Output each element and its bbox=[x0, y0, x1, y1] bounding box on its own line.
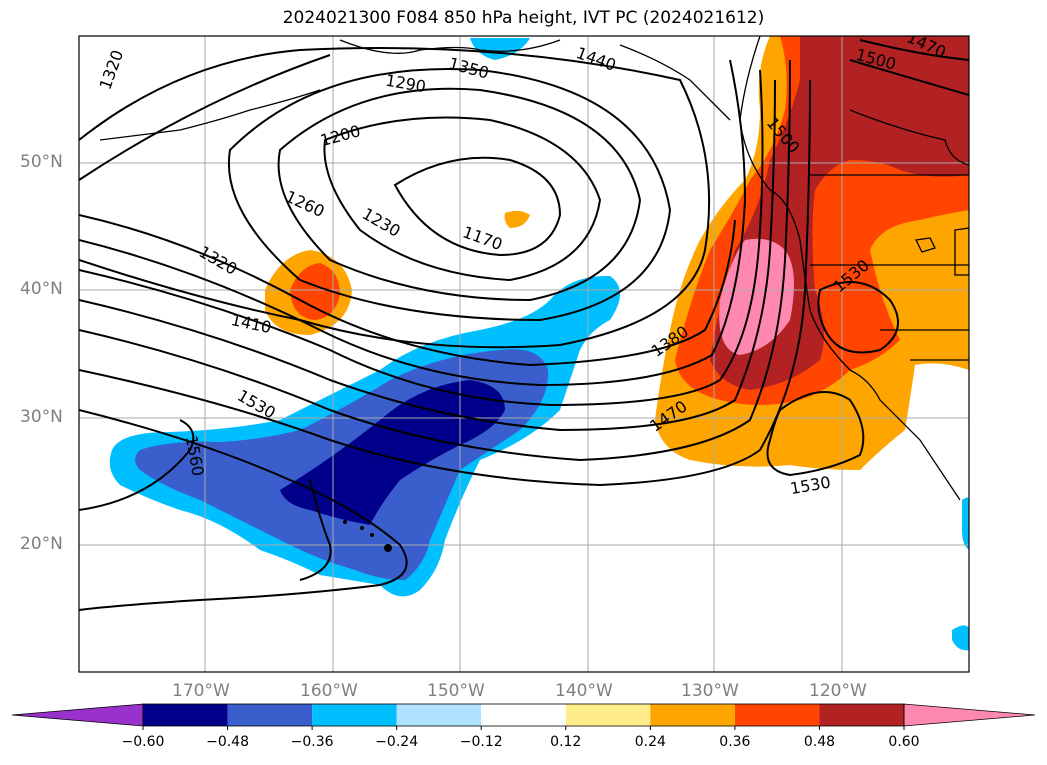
colorbar-tick-label: −0.12 bbox=[459, 734, 503, 750]
lon-label: 140°W bbox=[555, 681, 613, 701]
ivt-negative-blob-e bbox=[952, 625, 969, 651]
colorbar-segment bbox=[819, 704, 904, 726]
colorbar-extend-min bbox=[11, 703, 144, 727]
lon-label: 150°W bbox=[427, 681, 485, 701]
colorbar-segment bbox=[396, 704, 482, 726]
colorbar-segment bbox=[650, 704, 735, 726]
lon-label: 160°W bbox=[300, 681, 358, 701]
colorbar-segment bbox=[312, 704, 397, 726]
colorbar-segment bbox=[227, 704, 313, 726]
colorbar-tick-label: −0.36 bbox=[290, 734, 334, 750]
contour-label: 1320 bbox=[95, 47, 127, 92]
colorbar-tick-label: −0.60 bbox=[121, 734, 165, 750]
colorbar-tick-label: −0.24 bbox=[375, 734, 419, 750]
colorbar-tick-label: 0.24 bbox=[634, 734, 666, 750]
colorbar-tick-label: 0.60 bbox=[888, 734, 920, 750]
ivt-positive-blob-west-core bbox=[290, 263, 340, 320]
colorbar-tick-label: 0.36 bbox=[719, 734, 751, 750]
contour-label: 1530 bbox=[234, 386, 279, 423]
lon-label: 120°W bbox=[809, 681, 867, 701]
lon-label: 170°W bbox=[172, 681, 230, 701]
contour-label: 1320 bbox=[196, 242, 241, 279]
ivt-positive-blob-small bbox=[504, 210, 530, 228]
lat-label: 30°N bbox=[20, 407, 63, 427]
hawaii-islands bbox=[343, 520, 392, 552]
graticule bbox=[79, 36, 969, 672]
colorbar-segment bbox=[734, 704, 820, 726]
lat-label: 20°N bbox=[20, 534, 63, 554]
colorbar-tick-label: −0.48 bbox=[206, 734, 249, 750]
colorbar-tick-label: 0.48 bbox=[803, 734, 836, 750]
colorbar bbox=[11, 703, 1036, 730]
contour-label: 1290 bbox=[384, 71, 427, 97]
contour-label: 1440 bbox=[574, 43, 619, 75]
lon-label: 130°W bbox=[681, 681, 739, 701]
ivt-negative-blob-n bbox=[470, 38, 530, 60]
colorbar-extend-max bbox=[903, 703, 1036, 727]
colorbar-segment bbox=[481, 704, 566, 726]
colorbar-segment bbox=[143, 704, 228, 726]
ivt-negative-blob-e2 bbox=[962, 497, 969, 550]
lat-label: 40°N bbox=[20, 279, 63, 299]
map-frame bbox=[78, 35, 970, 673]
ivt-negative-core bbox=[280, 380, 505, 525]
map-title: 2024021300 F084 850 hPa height, IVT PC (… bbox=[282, 8, 765, 28]
lat-label: 50°N bbox=[20, 152, 63, 172]
contour-label: 1200 bbox=[318, 121, 362, 150]
height-contours bbox=[79, 39, 969, 611]
colorbar-tick-label: 0.12 bbox=[550, 734, 582, 750]
contour-label: 1350 bbox=[447, 54, 491, 83]
contour-label: 1260 bbox=[282, 187, 327, 221]
colorbar-border bbox=[142, 703, 905, 727]
colorbar-segment bbox=[565, 704, 651, 726]
contour-label: 1410 bbox=[229, 310, 273, 337]
coastlines bbox=[99, 36, 969, 501]
contour-label: 1530 bbox=[789, 472, 832, 498]
